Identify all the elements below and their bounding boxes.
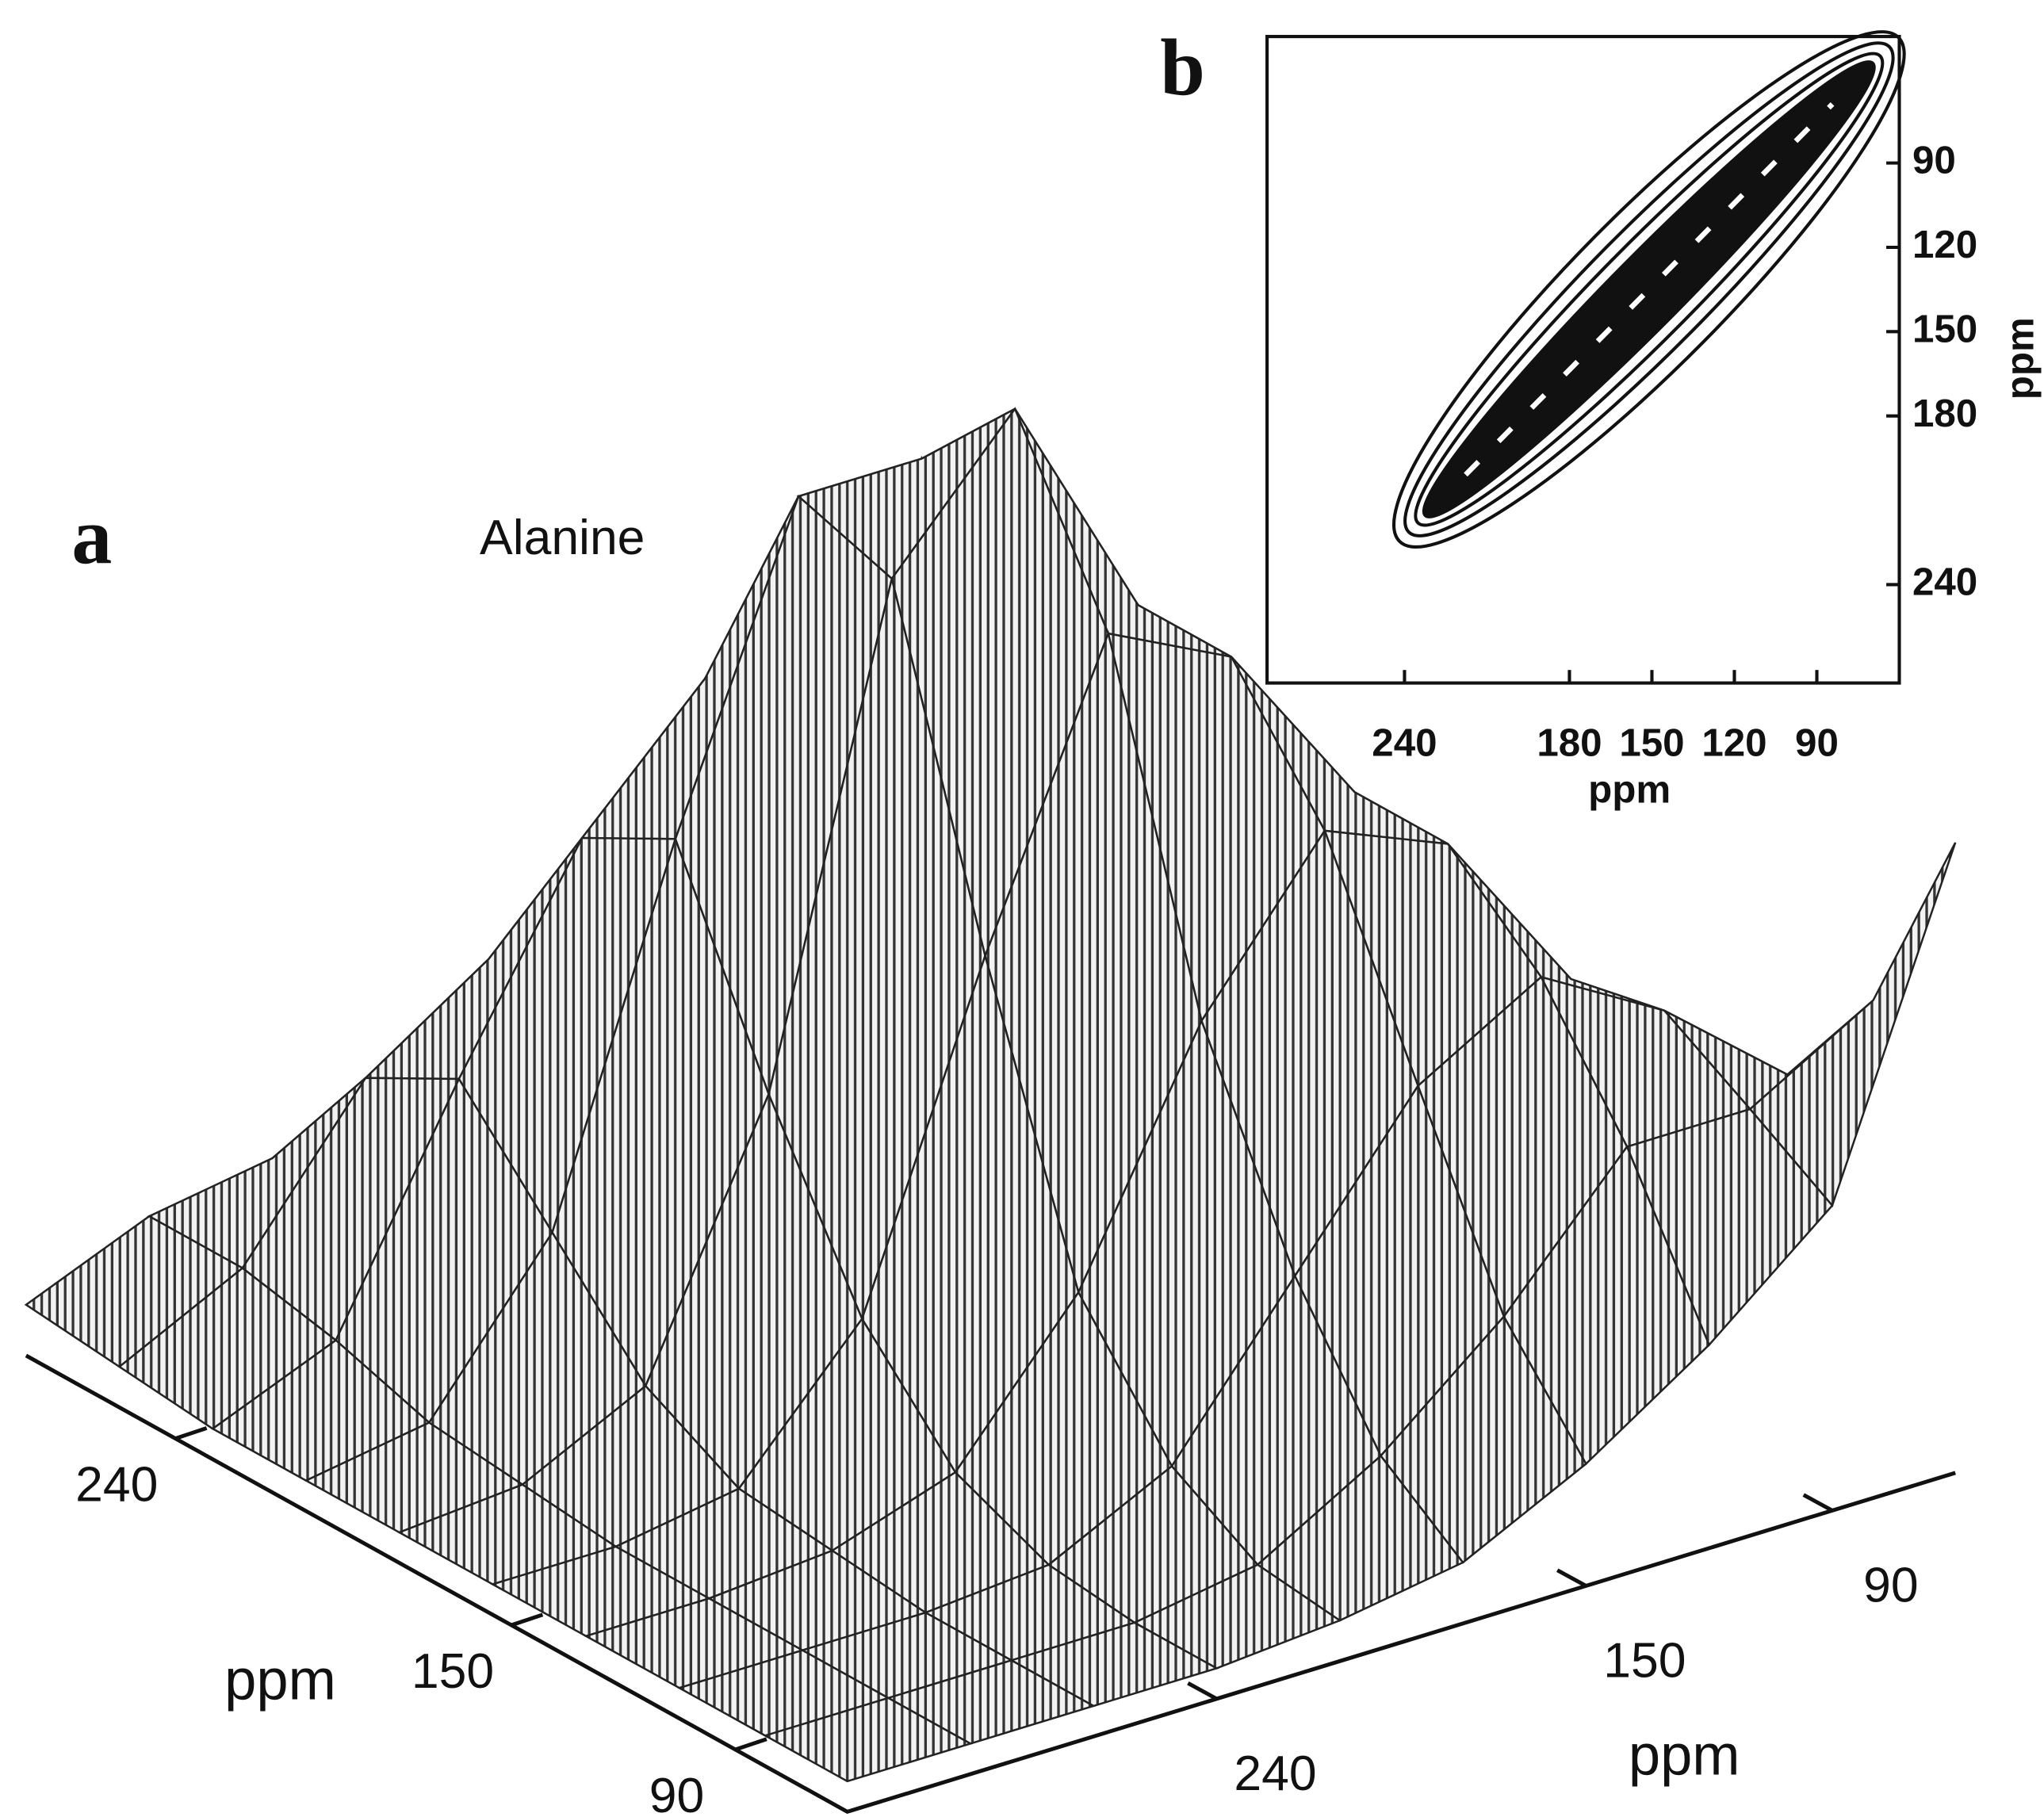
x-tick (1802, 1493, 1834, 1513)
y-axis-label: ppm (1999, 317, 2042, 400)
x-tick-label: 120 (1701, 721, 1766, 765)
contour-panel: b 240 180 150 120 90 90 120 150 180 240 ppm ppm (1160, 23, 2042, 812)
x-tick-label: 240 (1372, 721, 1437, 765)
contour (1391, 30, 1906, 549)
chart-title: Alanine (480, 510, 645, 565)
y-tick (734, 1737, 767, 1752)
x-tick-label: 150 (1603, 1633, 1686, 1689)
surface-panel: a Alanine 240 150 90 240 150 90 ppm ppm (24, 407, 1957, 1817)
x-tick-label: 180 (1537, 721, 1602, 765)
x-tick-label: 90 (1863, 1558, 1918, 1613)
y-tick-label: 240 (75, 1457, 158, 1513)
y-tick (174, 1426, 208, 1440)
y-tick-label: 120 (1912, 223, 1977, 266)
y-tick (511, 1612, 544, 1628)
x-tick (1556, 1568, 1587, 1588)
x-tick-label: 90 (1795, 721, 1839, 765)
y-tick-label: 180 (1912, 392, 1977, 435)
x-tick-label: 150 (1619, 721, 1684, 765)
contour-lines (1391, 30, 1906, 549)
surface-patch (762, 1697, 974, 1783)
x-axis-label: ppm (1588, 768, 1671, 812)
contour (1414, 52, 1885, 527)
x-axis-label: ppm (1629, 1724, 1740, 1788)
panel-label: a (71, 492, 112, 582)
contour-ridge (1464, 101, 1835, 477)
y-tick-label: 150 (411, 1643, 494, 1699)
y-tick-label: 240 (1912, 560, 1977, 604)
panel-label: b (1160, 23, 1205, 113)
x-tick (1187, 1681, 1218, 1701)
y-tick-label: 90 (649, 1768, 704, 1817)
axis-line (25, 1353, 1956, 1815)
contour (1403, 41, 1895, 537)
x-tick-label: 240 (1234, 1746, 1316, 1801)
y-axis-label: ppm (224, 1648, 336, 1712)
y-tick-label: 150 (1912, 307, 1977, 350)
y-tick-label: 90 (1912, 139, 1956, 182)
